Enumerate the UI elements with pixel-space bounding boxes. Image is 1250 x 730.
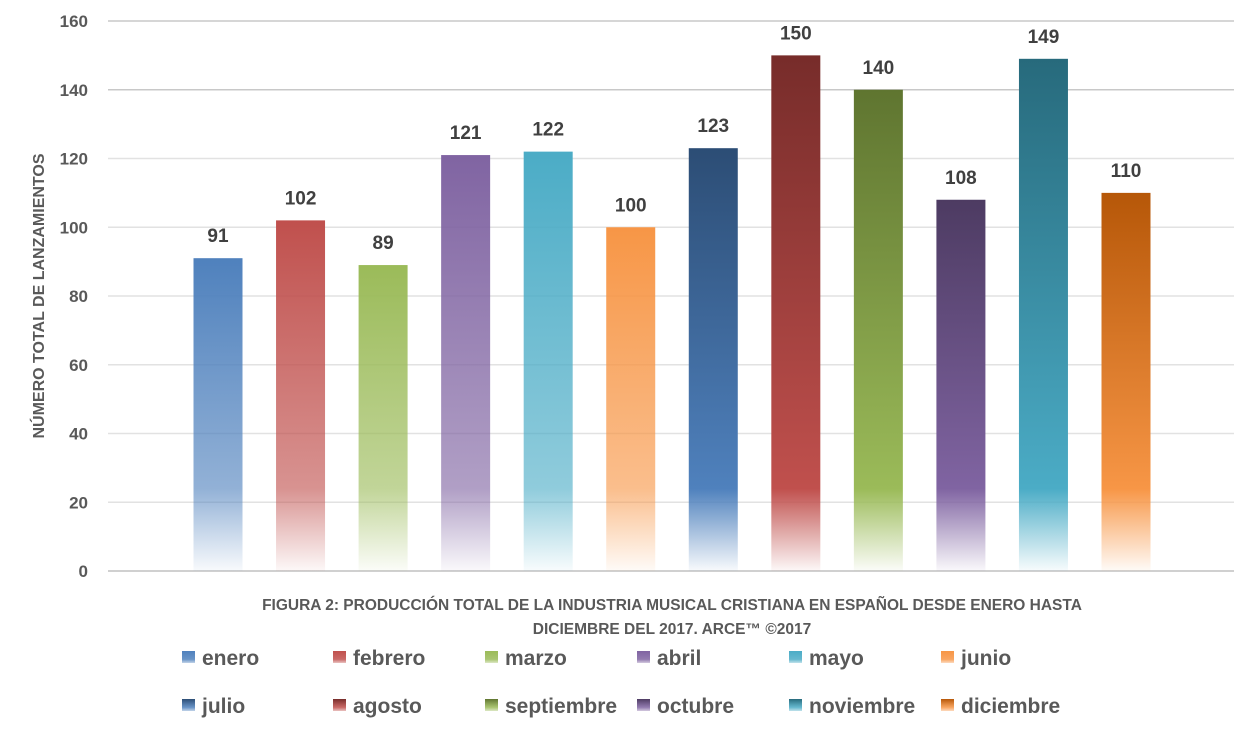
data-label-noviembre: 149 [1028,27,1060,48]
y-tick-label: 0 [79,562,88,581]
legend-label: marzo [505,647,567,670]
y-tick-label: 120 [60,150,88,169]
legend-label: enero [202,647,259,670]
legend-swatch [941,699,954,711]
bar-mayo [523,151,573,571]
bar-octubre [936,199,986,571]
y-tick-label: 140 [60,81,88,100]
legend-item-diciembre: diciembre [941,695,1060,718]
bar-septiembre [853,89,903,571]
data-label-febrero: 102 [285,188,317,209]
legend-item-agosto: agosto [333,695,422,718]
legend-label: julio [201,695,245,718]
y-axis-title: NÚMERO TOTAL DE LANZAMIENTOS [29,153,48,438]
legend-label: abril [657,647,701,670]
legend-swatch [182,651,195,663]
legend-swatch [637,651,650,663]
chart-title-line-2: DICIEMBRE DEL 2017. ARCE™ ©2017 [533,621,811,638]
bar-marzo [358,265,408,571]
legend-swatch [333,651,346,663]
y-tick-label: 80 [69,287,88,306]
legend-swatch [333,699,346,711]
data-label-diciembre: 110 [1111,161,1142,182]
data-label-marzo: 89 [373,233,394,254]
legend-item-mayo: mayo [789,647,864,670]
legend-item-marzo: marzo [485,647,567,670]
legend-label: junio [960,647,1011,670]
bars [193,55,1151,571]
data-label-octubre: 108 [945,168,977,189]
legend-item-octubre: octubre [637,695,734,718]
legend-swatch [789,699,802,711]
legend-label: mayo [809,647,864,670]
legend-item-julio: julio [182,695,245,718]
legend-label: septiembre [505,695,617,718]
data-label-julio: 123 [697,116,729,137]
legend-label: noviembre [809,695,915,718]
legend-swatch [941,651,954,663]
data-label-agosto: 150 [780,23,812,44]
bar-noviembre [1018,58,1068,571]
y-tick-label: 160 [60,12,88,31]
bar-agosto [771,55,821,571]
data-label-enero: 91 [207,226,229,247]
y-tick-label: 20 [69,493,88,512]
legend-swatch [637,699,650,711]
bar-diciembre [1101,192,1151,571]
bar-febrero [276,220,326,571]
legend-item-abril: abril [637,647,701,670]
bar-julio [688,148,738,571]
data-label-junio: 100 [615,195,647,216]
legend-swatch [182,699,195,711]
chart-title-line-1: FIGURA 2: PRODUCCIÓN TOTAL DE LA INDUSTR… [262,596,1082,614]
y-tick-label: 100 [60,218,88,237]
legend: enero febrero marzo abril mayo junio julio agos… [182,647,1060,718]
bar-junio [606,227,656,571]
y-tick-label: 40 [69,425,88,444]
data-label-abril: 121 [450,123,482,144]
data-labels: 91 102 89 121 122 100 123 150 140 108 149 110 [207,23,1141,254]
legend-label: diciembre [961,695,1060,718]
y-axis-ticks: 0 20 40 60 80 100 120 140 160 [60,12,88,581]
bar-enero [193,258,243,571]
legend-swatch [485,651,498,663]
legend-label: agosto [353,695,422,718]
y-tick-label: 60 [69,356,88,375]
legend-item-septiembre: septiembre [485,695,617,718]
legend-label: octubre [657,695,734,718]
legend-item-enero: enero [182,647,259,670]
legend-label: febrero [353,647,425,670]
bar-abril [441,155,491,571]
legend-item-noviembre: noviembre [789,695,915,718]
legend-item-febrero: febrero [333,647,425,670]
legend-swatch [789,651,802,663]
data-label-mayo: 122 [532,120,564,141]
data-label-septiembre: 140 [863,58,895,79]
legend-swatch [485,699,498,711]
legend-item-junio: junio [941,647,1011,670]
